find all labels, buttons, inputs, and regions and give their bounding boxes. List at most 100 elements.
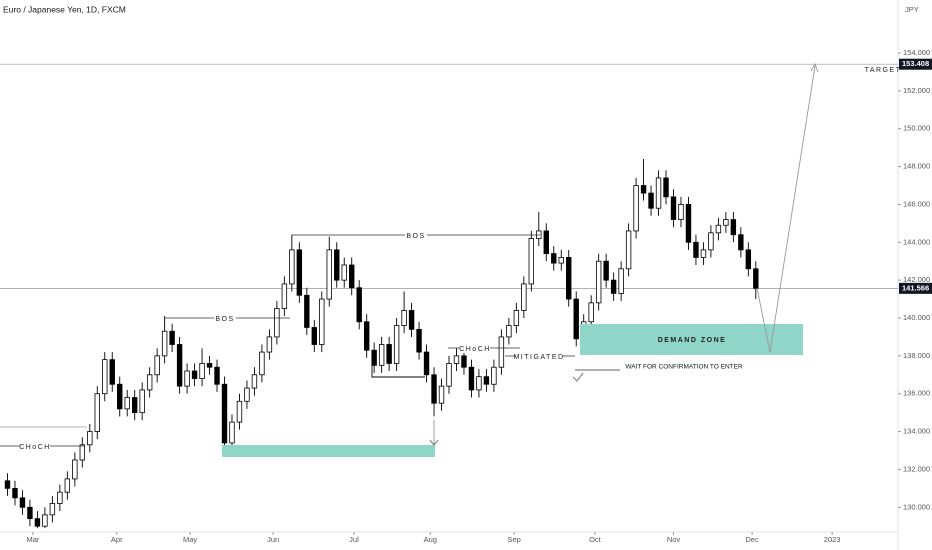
- candle-body: [663, 177, 669, 198]
- candle-body: [19, 497, 26, 508]
- bos-label: BOS: [215, 316, 234, 323]
- candle-body: [87, 431, 93, 446]
- candle-body: [416, 328, 422, 353]
- candle-body: [640, 185, 647, 194]
- choch-label: CHoCH: [459, 346, 491, 353]
- target-label: TARGET: [865, 67, 902, 74]
- candle-body: [27, 506, 33, 520]
- candle-body: [334, 249, 340, 281]
- y-tick-label: 132.000: [903, 464, 930, 473]
- x-tick-label: Oct: [589, 535, 602, 544]
- structure-line: [371, 356, 425, 378]
- y-tick-label: 138.000: [903, 351, 930, 360]
- candle-body: [655, 177, 662, 209]
- candle-body: [693, 241, 699, 258]
- x-tick-label: Jun: [267, 535, 279, 544]
- candle-body: [229, 421, 235, 444]
- candle-body: [730, 219, 737, 236]
- candle-body: [708, 232, 714, 251]
- candle-body: [117, 383, 123, 410]
- candle-body: [738, 234, 744, 251]
- candle-body: [236, 400, 243, 423]
- candle-body: [244, 387, 250, 402]
- candle-body: [319, 298, 325, 345]
- candle-body: [521, 283, 527, 311]
- zone: [222, 445, 435, 457]
- candle-body: [625, 230, 632, 270]
- candle-body: [42, 514, 48, 527]
- y-tick-label: 150.000: [903, 124, 930, 133]
- y-tick-label: 152.000: [903, 86, 930, 95]
- candle-body: [573, 298, 579, 340]
- candle-body: [528, 238, 535, 285]
- candle-body: [161, 330, 168, 357]
- candle-body: [468, 366, 475, 391]
- candle-body: [753, 268, 759, 289]
- candle-body: [191, 370, 198, 379]
- y-tick-label: 134.000: [903, 427, 930, 436]
- y-tick-label: 154.000: [903, 48, 930, 57]
- candle-body: [700, 249, 707, 258]
- candle-body: [551, 253, 557, 264]
- candle-body: [588, 302, 594, 323]
- candle-body: [296, 249, 303, 296]
- candle-body: [72, 459, 78, 480]
- candle-body: [438, 385, 445, 404]
- candle-body: [610, 279, 617, 294]
- candle-body: [633, 185, 639, 232]
- price-label-bg: [899, 58, 932, 70]
- candle-body: [12, 487, 18, 499]
- check-mark: [429, 439, 439, 446]
- x-tick-label: May: [183, 535, 197, 544]
- candle-body: [139, 389, 145, 414]
- y-tick-label: 148.000: [903, 162, 930, 171]
- candle-body: [491, 366, 497, 385]
- candle-body: [356, 287, 362, 323]
- x-tick-label: Nov: [667, 535, 681, 544]
- candle-body: [146, 374, 153, 391]
- candle-body: [715, 224, 722, 234]
- check-mark: [572, 372, 584, 382]
- x-tick-label: Dec: [745, 535, 759, 544]
- label-bg: [460, 344, 490, 353]
- candle-body: [176, 344, 183, 387]
- candle-body: [401, 310, 407, 326]
- candle-body: [483, 376, 490, 385]
- candle-body: [595, 260, 602, 304]
- price-label: 141.566: [902, 283, 929, 292]
- candle-body: [274, 308, 280, 338]
- candle-body: [513, 310, 520, 326]
- candle-body: [289, 249, 295, 285]
- x-tick-label: Sep: [507, 535, 520, 544]
- candle-body: [169, 330, 175, 345]
- candle-body: [678, 204, 684, 220]
- candle-body: [311, 327, 317, 345]
- candle-body: [446, 363, 452, 387]
- annotations: CHoCH BOS BOS CHoCH MITIGATED DEMAND ZON…: [0, 62, 902, 457]
- candle-body: [745, 249, 752, 270]
- candle-body: [603, 260, 609, 281]
- candle-body: [184, 370, 190, 387]
- candle-body: [476, 376, 482, 391]
- label-bg: [214, 314, 236, 323]
- candle-body: [670, 196, 677, 220]
- candle-body: [251, 374, 258, 389]
- candle-body: [618, 268, 624, 294]
- choch-label: CHoCH: [19, 444, 51, 451]
- candle-body: [566, 257, 572, 300]
- candle-body: [408, 310, 415, 330]
- candle-body: [423, 351, 430, 376]
- candle-body: [259, 351, 265, 376]
- candle-body: [386, 344, 392, 364]
- candle-body: [206, 363, 213, 368]
- candle-body: [453, 355, 460, 364]
- candle-body: [64, 478, 71, 493]
- candle-body: [723, 219, 729, 226]
- candle-body: [124, 397, 130, 410]
- candle-body: [326, 249, 332, 300]
- candle-body: [131, 397, 138, 414]
- candle-body: [221, 383, 228, 444]
- candle-body: [199, 363, 205, 379]
- mitigated-label: MITIGATED: [513, 354, 564, 361]
